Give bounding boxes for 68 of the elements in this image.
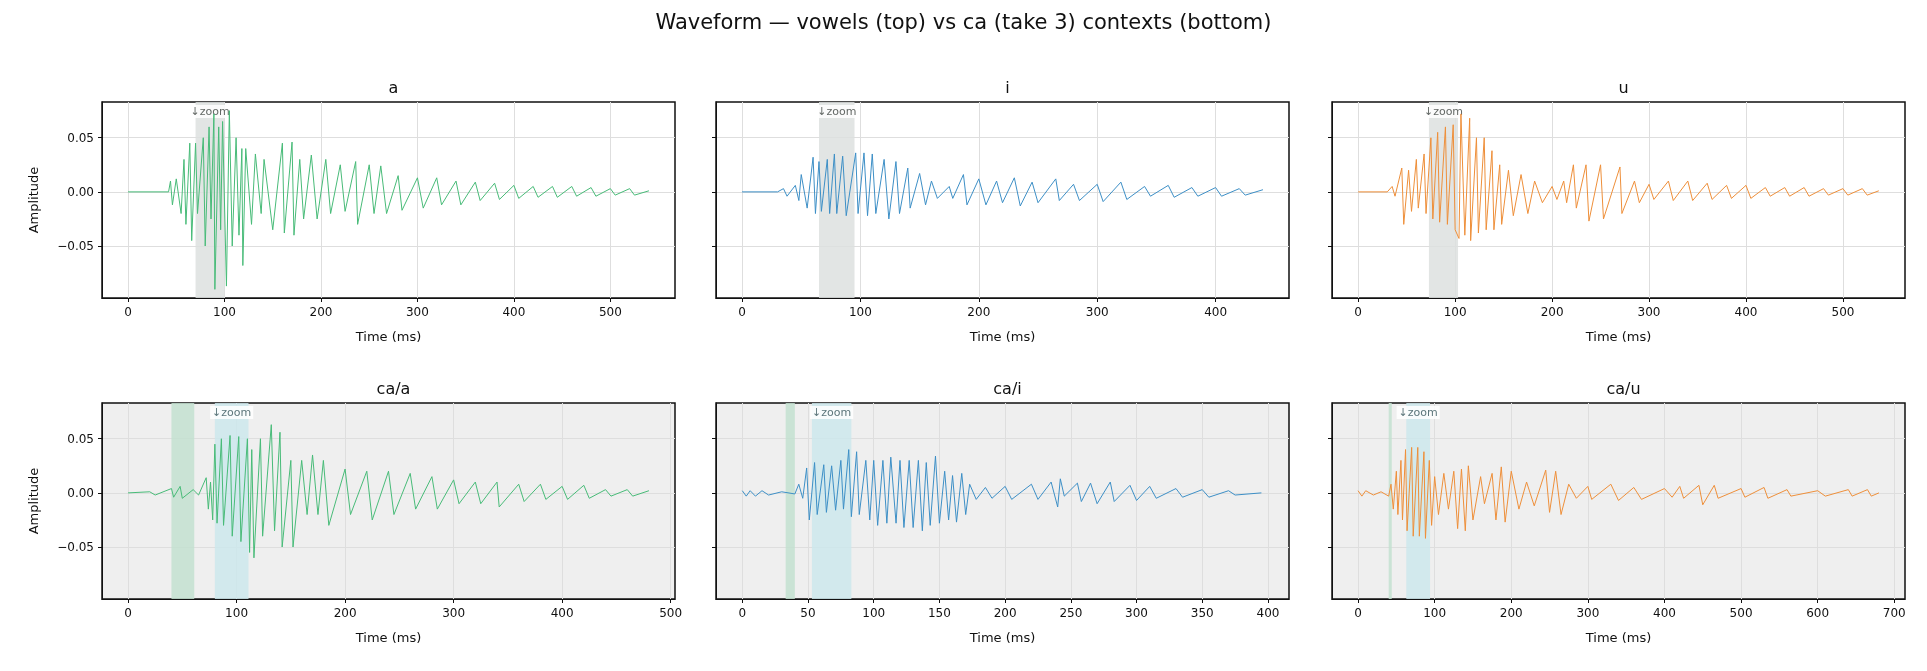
x-tick-label: 500: [1831, 305, 1855, 319]
x-tick-label: 100: [1423, 606, 1447, 620]
x-tick-label: 400: [1256, 606, 1280, 620]
y-tick-label: 0.05: [67, 130, 94, 145]
x-tick-label: 500: [1729, 606, 1753, 620]
x-tick-label: 500: [598, 305, 622, 319]
y-axis-title: Amplitude: [26, 166, 41, 234]
x-tick-label: 100: [862, 606, 886, 620]
band-label: ↓zoom: [212, 406, 252, 419]
y-tick-label: −0.05: [57, 540, 94, 555]
line-series: [127, 424, 650, 559]
x-tick-label: 200: [1499, 606, 1523, 620]
x-tick-label: 600: [1806, 606, 1830, 620]
x-axis-title: Time (ms): [968, 329, 1036, 344]
x-tick-label: 200: [1540, 305, 1564, 319]
x-tick-label: 200: [993, 606, 1017, 620]
chart-title: a: [388, 77, 399, 97]
x-tick-label: 0: [124, 606, 132, 620]
x-tick-label: 400: [1653, 606, 1676, 620]
x-tick-label: 0: [1354, 305, 1362, 319]
y-axis-title: Amplitude: [26, 467, 41, 535]
x-tick-label: 350: [1190, 606, 1214, 620]
band-label: ↓zoom: [190, 105, 230, 118]
x-tick-label: 100: [213, 305, 236, 319]
x-tick-label: 200: [309, 305, 333, 319]
x-tick-label: 300: [405, 305, 429, 319]
x-tick-label: 200: [333, 606, 357, 620]
x-tick-label: 100: [1443, 305, 1467, 319]
x-tick-label: 250: [1059, 606, 1083, 620]
x-tick-label: 300: [442, 606, 466, 620]
x-tick-label: 400: [502, 305, 526, 319]
x-tick-label: 200: [967, 305, 991, 319]
y-tick-label: 0.00: [67, 184, 94, 199]
chart-title: ca/i: [993, 378, 1022, 398]
y-tick-label: −0.05: [57, 239, 94, 254]
x-axis-title: Time (ms): [968, 630, 1036, 645]
x-tick-label: 300: [1576, 606, 1600, 620]
x-tick-label: 400: [550, 606, 574, 620]
x-tick-label: 300: [1637, 305, 1661, 319]
chart-title: ca/u: [1606, 378, 1641, 398]
chart-title: i: [1005, 77, 1010, 97]
x-tick-label: 100: [848, 305, 872, 319]
text: Waveform — vowels (top) vs ca (take 3) contexts (bottom): [654, 10, 1273, 34]
x-tick-label: 300: [1125, 606, 1148, 620]
x-axis-title: Time (ms): [354, 630, 422, 645]
x-tick-label: 0: [1354, 606, 1362, 620]
x-tick-label: 150: [927, 606, 951, 620]
x-tick-label: 400: [1204, 305, 1228, 319]
x-tick-label: 50: [800, 606, 816, 620]
x-tick-label: 500: [659, 606, 683, 620]
x-axis-title: Time (ms): [354, 329, 422, 344]
chart-title: u: [1618, 77, 1629, 97]
y-tick-label: 0.05: [67, 431, 94, 446]
band-label: ↓zoom: [1398, 406, 1438, 419]
band-label: ↓zoom: [812, 406, 852, 419]
x-tick-label: 400: [1734, 305, 1758, 319]
x-axis-title: Time (ms): [1584, 329, 1652, 344]
x-tick-label: 100: [225, 606, 249, 620]
x-tick-label: 0: [738, 606, 747, 620]
x-tick-label: 0: [124, 305, 132, 319]
x-tick-label: 700: [1882, 606, 1906, 620]
chart-title: ca/a: [376, 378, 411, 398]
band-label: ↓zoom: [1423, 105, 1464, 118]
x-axis-title: Time (ms): [1584, 630, 1652, 645]
y-tick-label: 0.00: [67, 485, 94, 500]
x-tick-label: 0: [738, 305, 746, 319]
band-label: ↓zoom: [817, 105, 857, 118]
x-tick-label: 300: [1085, 305, 1109, 319]
